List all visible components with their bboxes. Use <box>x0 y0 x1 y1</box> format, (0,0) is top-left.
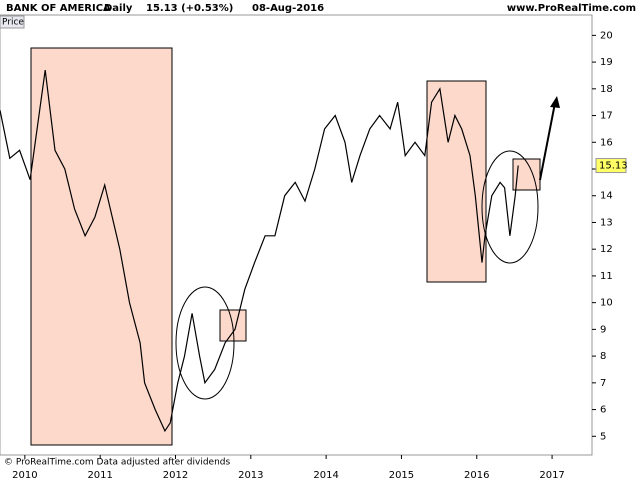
x-tick-label: 2017 <box>539 470 564 480</box>
y-tick-label: 16 <box>600 137 613 148</box>
date: 08-Aug-2016 <box>252 3 324 14</box>
y-tick-label: 18 <box>600 84 613 95</box>
y-tick-label: 11 <box>600 271 613 282</box>
y-tick-label: 20 <box>600 30 613 41</box>
x-tick-label: 2010 <box>12 470 37 480</box>
x-tick-label: 2015 <box>389 470 414 480</box>
ellipse <box>175 286 235 400</box>
ellipse <box>481 150 539 264</box>
symbol: BANK OF AMERICA <box>6 3 111 14</box>
x-tick-label: 2016 <box>464 470 489 480</box>
x-tick-label: 2013 <box>238 470 263 480</box>
x-tick-label: 2012 <box>163 470 188 480</box>
x-tick-label: 2011 <box>87 470 112 480</box>
period: Daily <box>104 3 133 14</box>
footer: © ProRealTime.com Data adjusted after di… <box>4 458 230 468</box>
y-tick-label: 5 <box>600 431 606 442</box>
price-tab <box>0 15 25 29</box>
last-value-tag <box>595 158 627 174</box>
plot-frame <box>0 14 593 456</box>
y-tick-label: 7 <box>600 378 606 389</box>
y-tick-label: 14 <box>600 191 613 202</box>
quote: 15.13 (+0.53%) <box>146 3 233 14</box>
x-tick-label: 2014 <box>313 470 338 480</box>
price-tab-label: Price <box>2 18 24 28</box>
y-tick-label: 6 <box>600 405 606 416</box>
y-tick-label: 13 <box>600 217 613 228</box>
site: www.ProRealTime.com <box>507 3 636 14</box>
zone <box>30 47 173 446</box>
arrow-shaft <box>539 102 556 181</box>
y-tick-label: 19 <box>600 57 613 68</box>
price-line <box>0 70 519 433</box>
y-tick-label: 10 <box>600 298 613 309</box>
y-tick-label: 8 <box>600 351 606 362</box>
last-value-label: 15.13 <box>599 161 628 172</box>
y-tick-label: 12 <box>600 244 613 255</box>
arrow-head <box>550 96 560 108</box>
zone <box>426 80 487 283</box>
y-tick-label: 9 <box>600 324 606 335</box>
y-tick-label: 17 <box>600 111 613 122</box>
